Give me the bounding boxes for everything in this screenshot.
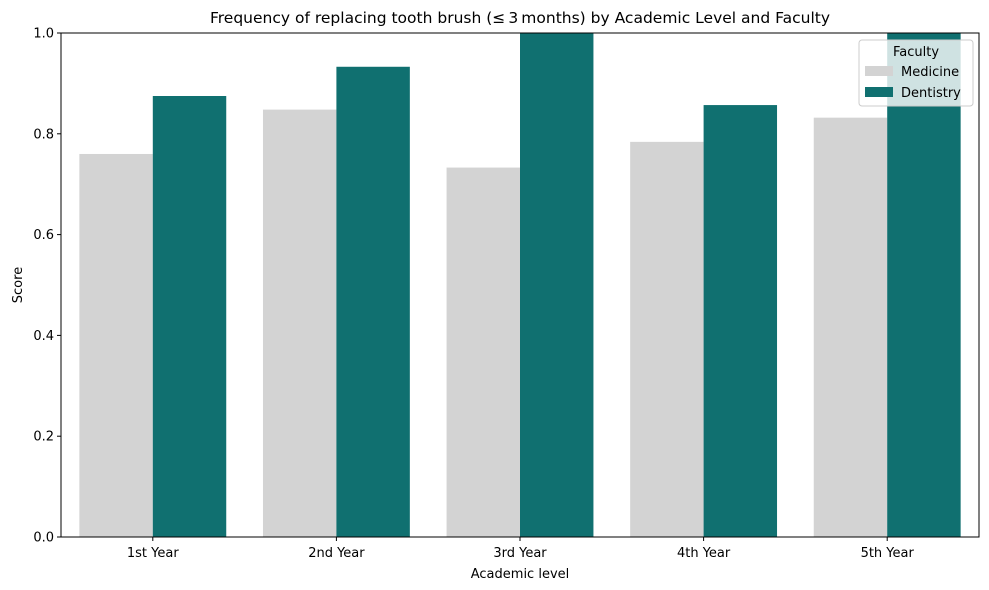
- legend-title: Faculty: [893, 45, 939, 60]
- bar-dentistry-2: [336, 66, 410, 537]
- y-tick-label: 0.2: [33, 430, 54, 445]
- y-tick-label: 0.0: [33, 531, 54, 546]
- y-tick-label: 0.8: [33, 127, 54, 142]
- bar-dentistry-3: [520, 33, 594, 537]
- bar-dentistry-1: [152, 96, 227, 537]
- bar-medicine-4: [630, 141, 704, 537]
- bar-dentistry-4: [703, 105, 778, 538]
- y-axis-title: Score: [11, 267, 26, 303]
- x-tick-label: 3rd Year: [493, 546, 547, 561]
- y-tick-label: 1.0: [33, 27, 54, 42]
- y-tick-label: 0.6: [33, 228, 54, 243]
- y-tick-label: 0.4: [33, 329, 54, 344]
- legend-swatch-medicine: [865, 66, 893, 76]
- bar-medicine-2: [262, 109, 337, 537]
- chart-title: Frequency of replacing tooth brush (≤ 3 …: [210, 9, 830, 27]
- bars-group: [79, 33, 961, 538]
- bar-medicine-5: [813, 117, 888, 537]
- x-axis: 1st Year 2nd Year 3rd Year 4th Year 5th Year: [127, 537, 915, 561]
- x-tick-label: 2nd Year: [308, 546, 365, 561]
- x-tick-label: 4th Year: [677, 546, 731, 561]
- x-axis-title: Academic level: [471, 567, 570, 582]
- x-tick-label: 1st Year: [127, 546, 179, 561]
- legend-items: Medicine Dentistry: [865, 65, 961, 101]
- legend-label-dentistry: Dentistry: [901, 86, 961, 101]
- x-tick-label: 5th Year: [861, 546, 915, 561]
- legend-label-medicine: Medicine: [901, 65, 959, 80]
- bar-dentistry-5: [887, 33, 961, 537]
- legend: Faculty Medicine Dentistry: [858, 39, 974, 107]
- bar-medicine-1: [79, 153, 153, 537]
- bar-medicine-3: [446, 167, 520, 537]
- y-axis: 0.0 0.2 0.4 0.6 0.8 1.0: [33, 27, 61, 546]
- legend-swatch-dentistry: [865, 87, 893, 97]
